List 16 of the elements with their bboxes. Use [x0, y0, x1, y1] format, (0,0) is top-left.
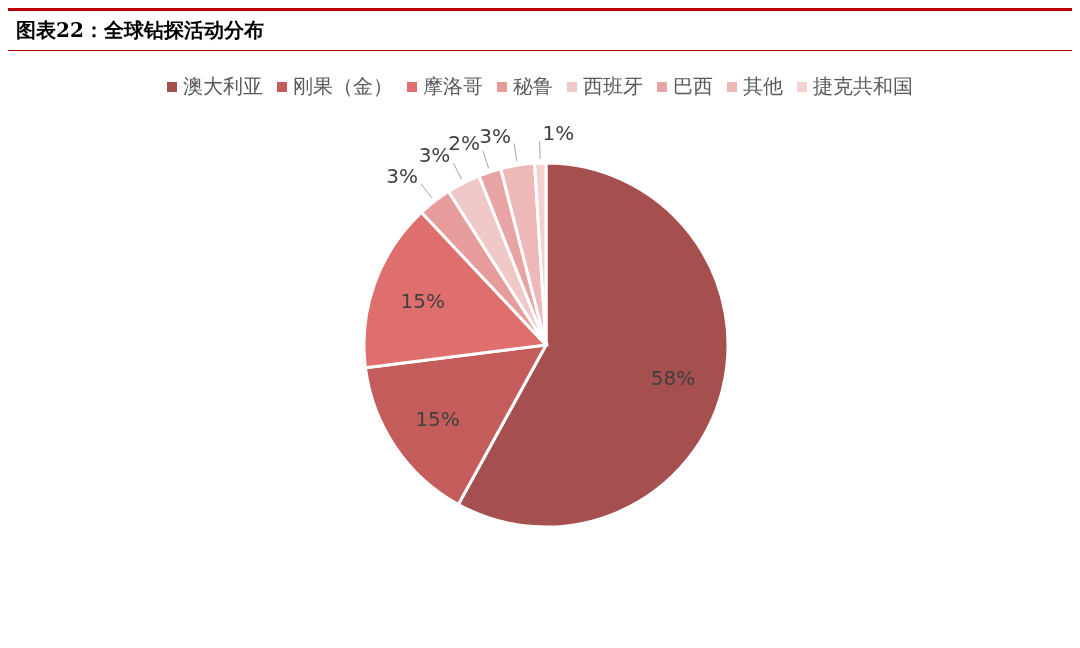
data-label: 2% — [448, 130, 480, 155]
legend-label: 西班牙 — [582, 73, 643, 100]
data-label: 1% — [542, 121, 575, 146]
data-label: 15% — [400, 288, 445, 313]
legend-label: 澳大利亚 — [182, 73, 263, 100]
legend-label: 巴西 — [672, 73, 713, 100]
data-label: 3% — [386, 163, 418, 188]
legend-label: 秘鲁 — [512, 73, 553, 100]
legend-label: 刚果（金） — [292, 73, 393, 100]
legend-label: 其他 — [742, 73, 783, 100]
legend-label: 摩洛哥 — [422, 73, 483, 100]
data-label: 58% — [650, 365, 696, 390]
data-label: 15% — [415, 406, 460, 431]
chart-title: 图表22：全球钻探活动分布 — [8, 8, 1072, 51]
legend-label: 捷克共和国 — [812, 73, 913, 100]
data-label: 3% — [479, 123, 512, 148]
